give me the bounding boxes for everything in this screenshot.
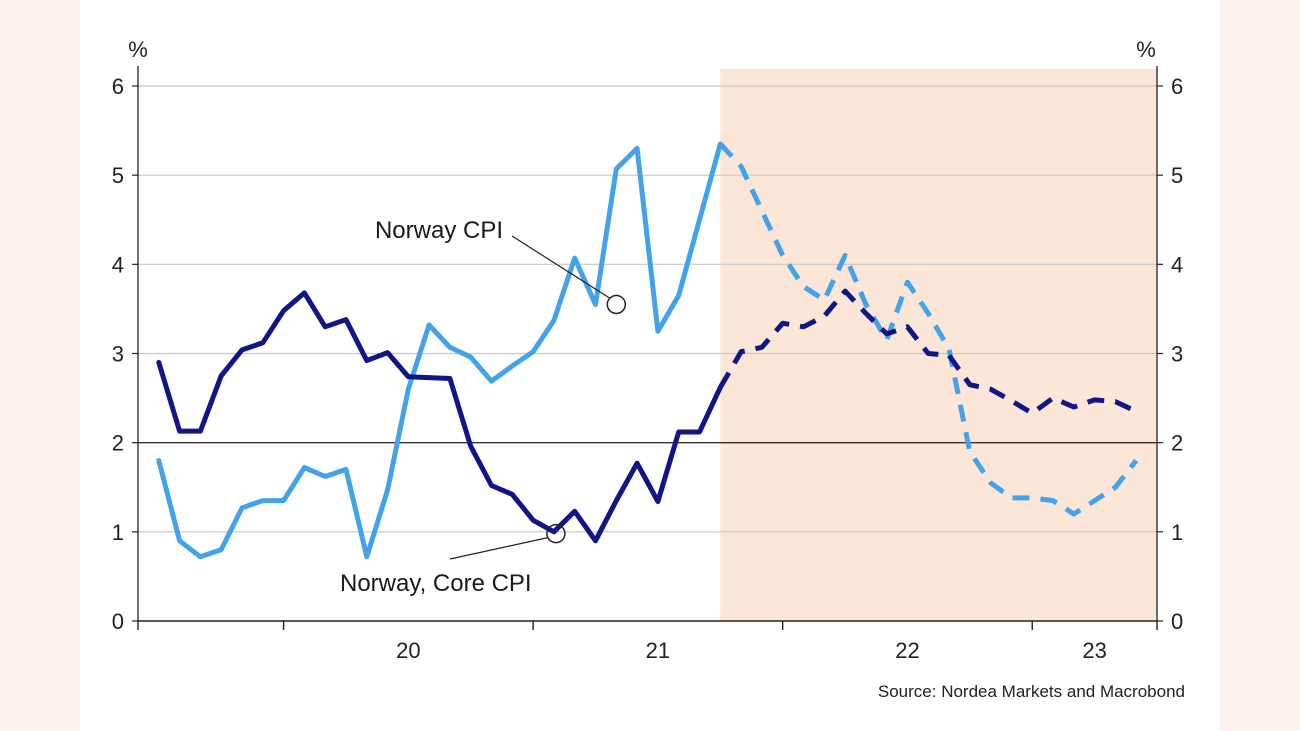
core-leader-line: [449, 537, 549, 560]
y-tick-label: 0: [1171, 609, 1183, 634]
y-unit-right: %: [1136, 37, 1156, 62]
x-tick-label: 20: [396, 638, 420, 663]
y-tick-label: 4: [1171, 252, 1183, 277]
core-actual-line: [156, 290, 723, 544]
core-forecast-line: [718, 288, 1138, 416]
gridlines: [132, 85, 1163, 622]
forecast-shading: [720, 69, 1157, 621]
cpi-annotation-marker: [606, 294, 627, 315]
y-tick-label: 2: [112, 431, 124, 456]
series-layer: [156, 141, 1139, 560]
cpi-actual-line: [156, 141, 723, 560]
cpi-annotation-label: Norway CPI: [375, 217, 503, 244]
x-tick-label: 21: [646, 638, 670, 663]
y-tick-label: 2: [1171, 431, 1183, 456]
core-annotation-marker: [546, 523, 566, 544]
y-tick-label: 1: [1171, 520, 1183, 545]
cpi-leader-line: [511, 235, 611, 299]
y-tick-label: 6: [112, 74, 124, 99]
x-tick-labels: 20 21 22 23: [137, 621, 1158, 663]
annotations: Norway CPI Norway, Core CPI: [340, 217, 627, 597]
y-tick-label: 5: [112, 163, 124, 188]
core-annotation-label: Norway, Core CPI: [340, 570, 532, 597]
y-tick-label: 0: [112, 609, 124, 634]
x-tick-label: 23: [1082, 638, 1106, 663]
y-tick-label: 3: [112, 342, 124, 367]
cpi-forecast-line: [718, 142, 1139, 517]
y-tick-labels-right: 0 1 2 3 4 5 6: [1171, 74, 1183, 634]
y-tick-labels-left: 0 1 2 3 4 5 6: [112, 74, 124, 634]
source-note: Source: Nordea Markets and Macrobond: [878, 682, 1185, 701]
y-tick-label: 5: [1171, 163, 1183, 188]
y-tick-label: 1: [112, 520, 124, 545]
y-tick-label: 3: [1171, 342, 1183, 367]
y-tick-label: 6: [1171, 74, 1183, 99]
x-tick-label: 22: [895, 638, 919, 663]
y-tick-label: 4: [112, 252, 124, 277]
y-unit-left: %: [128, 37, 148, 62]
